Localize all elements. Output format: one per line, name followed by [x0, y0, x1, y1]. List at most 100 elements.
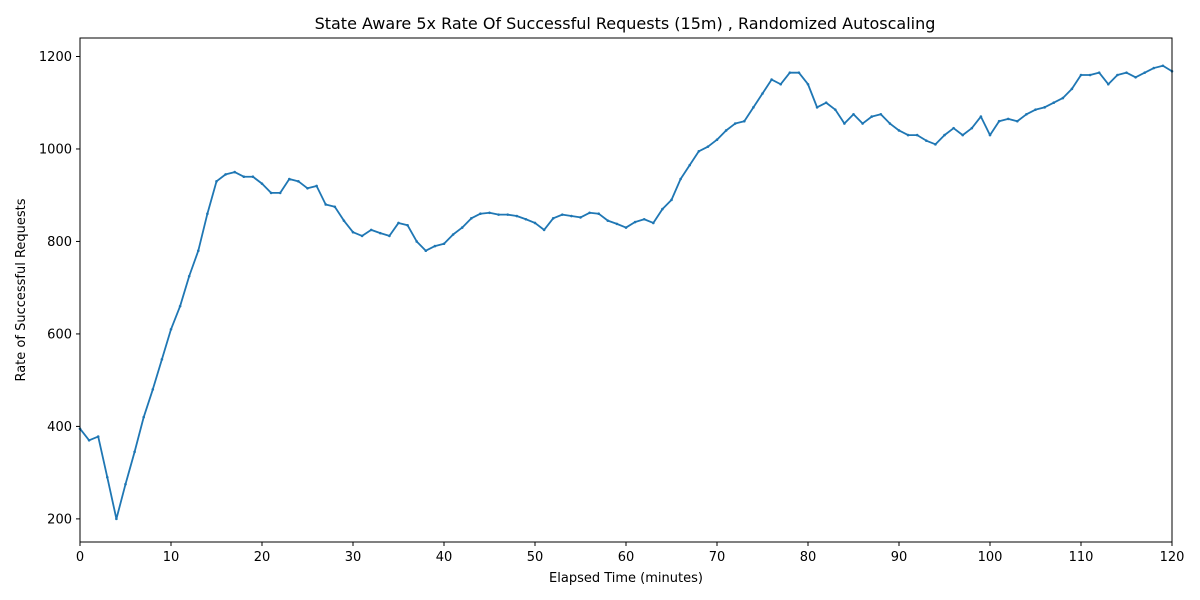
x-tick-label: 110	[1069, 550, 1094, 565]
data-point	[251, 175, 255, 179]
data-point	[897, 129, 901, 132]
data-point	[761, 92, 764, 95]
data-point	[706, 145, 710, 148]
x-tick-label: 80	[800, 550, 817, 565]
data-point	[215, 180, 218, 183]
data-point	[1070, 87, 1074, 91]
data-point	[142, 415, 145, 419]
data-point	[297, 180, 300, 183]
data-point	[834, 108, 837, 111]
data-point	[906, 133, 910, 137]
data-point	[861, 122, 864, 125]
data-point	[743, 119, 746, 123]
x-tick-label: 100	[978, 550, 1003, 565]
data-point	[178, 304, 182, 308]
data-point	[733, 122, 737, 125]
data-point	[652, 221, 655, 225]
data-point	[542, 228, 546, 232]
data-point	[1025, 112, 1028, 116]
data-point	[988, 133, 992, 137]
y-tick-label: 600	[47, 327, 72, 342]
data-point	[624, 226, 628, 229]
data-point	[1152, 66, 1156, 70]
data-point	[879, 112, 883, 116]
data-point	[997, 119, 1001, 123]
data-point	[524, 217, 528, 221]
data-point	[1116, 73, 1119, 77]
data-point	[1107, 82, 1110, 86]
data-point	[661, 207, 664, 211]
data-point	[333, 205, 337, 209]
data-point	[115, 517, 118, 521]
data-point	[470, 217, 473, 220]
data-point	[160, 358, 164, 361]
data-point	[488, 211, 491, 215]
data-point	[424, 249, 428, 252]
data-point	[187, 274, 191, 278]
x-tick-label: 70	[709, 550, 726, 565]
data-point	[169, 328, 173, 331]
data-point	[397, 221, 400, 225]
data-point	[1006, 117, 1010, 121]
data-point	[597, 212, 600, 216]
data-point	[1034, 108, 1037, 111]
data-point	[369, 228, 373, 232]
data-point	[852, 112, 855, 116]
plot-area-frame	[79, 37, 1173, 543]
data-point	[479, 212, 482, 216]
data-point	[888, 122, 892, 125]
data-point	[106, 475, 109, 479]
data-point	[1161, 64, 1165, 68]
data-point	[925, 139, 928, 142]
y-tick-label: 800	[47, 235, 72, 250]
data-point	[961, 133, 964, 137]
data-point	[952, 126, 955, 130]
data-point	[824, 101, 828, 105]
x-tick-label: 10	[163, 550, 180, 565]
data-point	[433, 244, 437, 248]
data-point	[934, 143, 937, 146]
x-tick-label: 90	[891, 550, 908, 565]
data-point	[779, 82, 782, 86]
data-point	[288, 177, 291, 181]
data-point	[133, 450, 136, 454]
data-point	[715, 138, 719, 142]
data-point	[1143, 71, 1146, 74]
data-point	[1097, 71, 1101, 74]
data-point	[1016, 119, 1019, 123]
data-point	[1052, 101, 1055, 105]
data-point	[151, 388, 155, 391]
x-axis-label: Elapsed Time (minutes)	[549, 571, 703, 586]
data-point	[460, 226, 464, 229]
data-point	[1134, 76, 1137, 79]
data-point	[570, 214, 573, 218]
data-point	[1125, 71, 1128, 74]
x-tick-label: 20	[254, 550, 271, 565]
data-point	[351, 230, 355, 234]
y-axis: 200 400 600 800 1000 1200	[39, 50, 80, 527]
data-point	[206, 212, 209, 216]
x-tick-label: 60	[618, 550, 635, 565]
data-point	[970, 126, 974, 130]
data-point	[451, 233, 455, 236]
y-tick-label: 1200	[39, 50, 72, 65]
data-point	[197, 249, 200, 252]
data-point	[788, 71, 792, 74]
data-point	[388, 234, 391, 238]
data-point	[506, 213, 510, 216]
data-point	[260, 182, 264, 185]
x-tick-label: 50	[527, 550, 544, 565]
y-tick-label: 200	[47, 512, 72, 527]
data-point	[278, 191, 282, 195]
data-point	[806, 82, 810, 86]
data-point	[633, 220, 637, 224]
data-point	[379, 231, 382, 235]
data-point	[233, 170, 236, 174]
data-point	[342, 219, 346, 222]
data-point	[606, 219, 610, 222]
data-point	[843, 122, 846, 125]
x-axis: 0 10 20 30 40 50 60 70 80 90 100 110 120	[76, 542, 1184, 565]
y-axis-label: Rate of Successful Requests	[14, 198, 29, 381]
data-point	[615, 222, 619, 226]
